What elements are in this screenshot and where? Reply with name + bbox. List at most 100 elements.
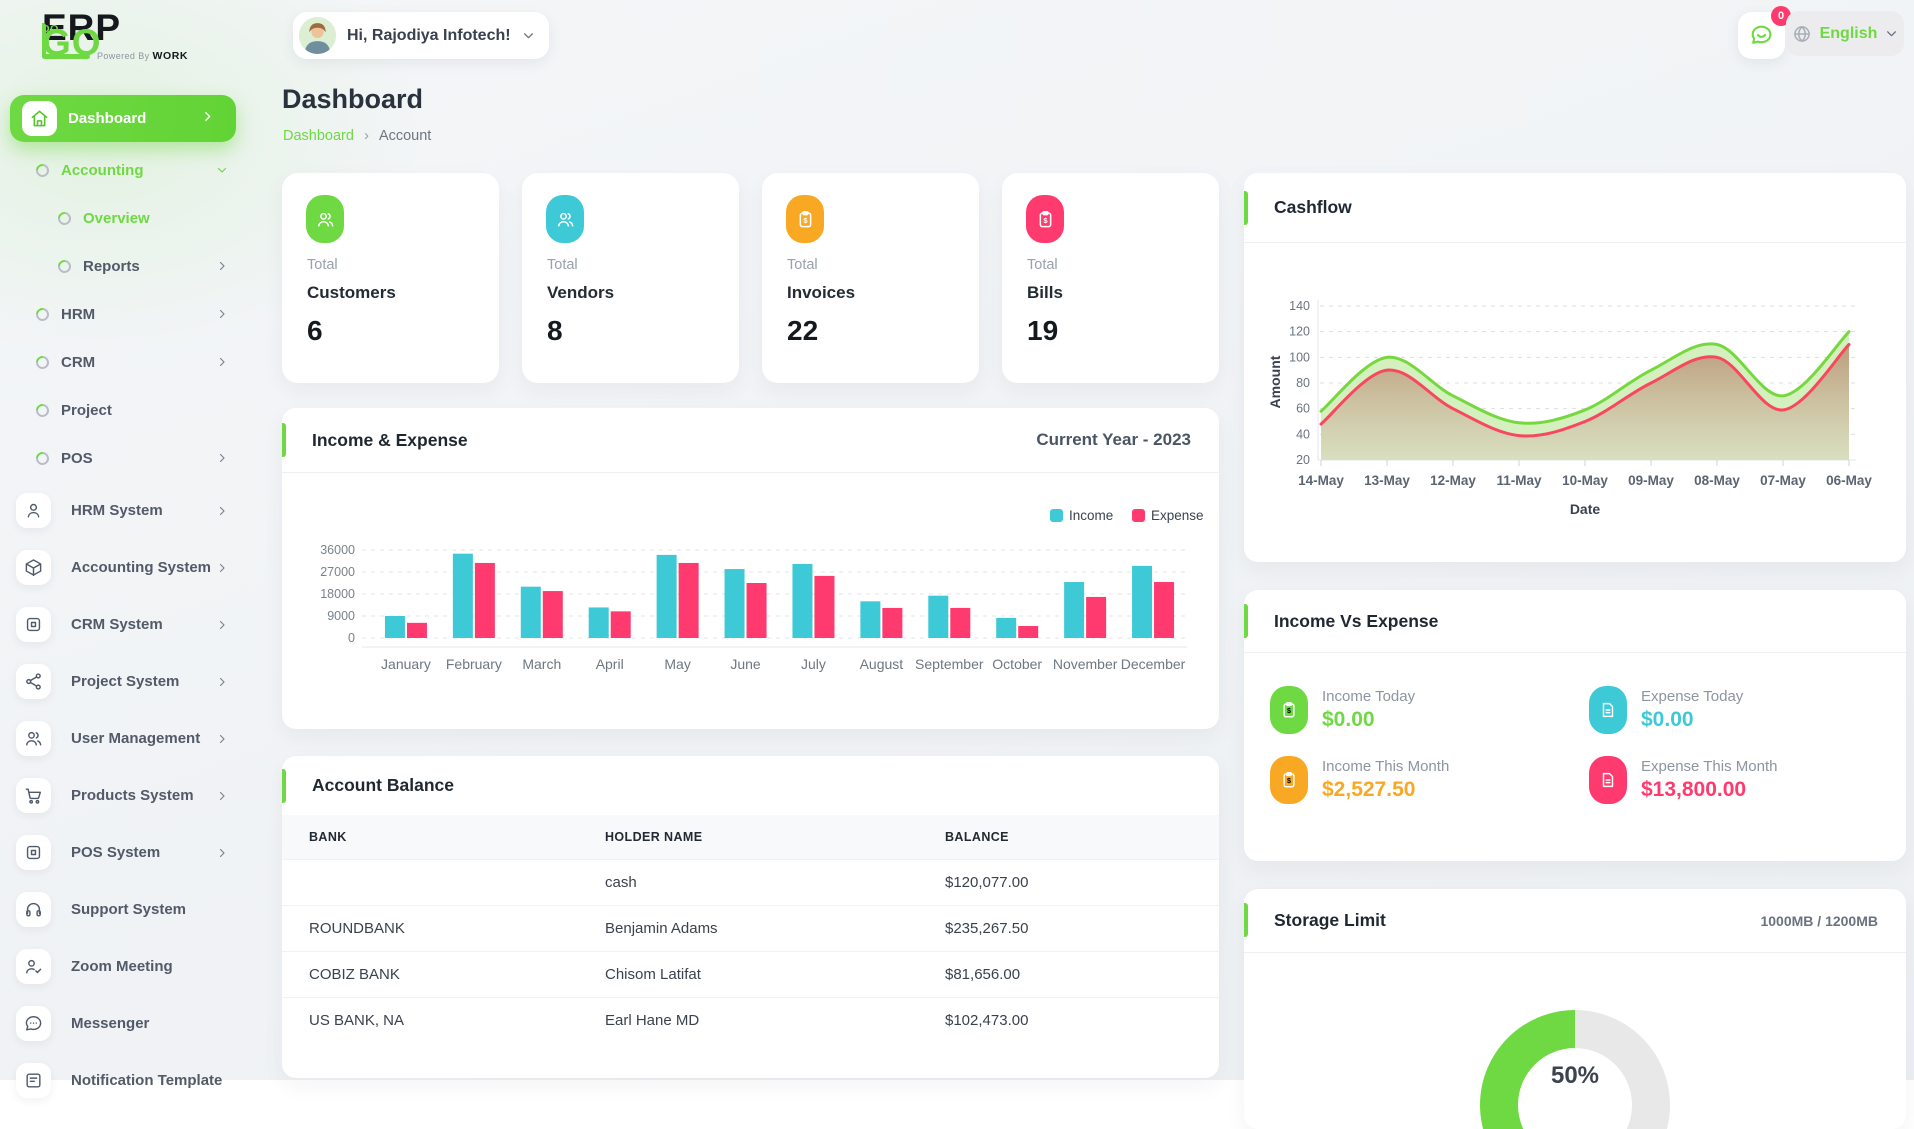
sidebar-item-dashboard[interactable]: Dashboard [10,95,236,142]
svg-text:80: 80 [1296,376,1310,390]
svg-text:February: February [446,656,502,672]
sidebar-item-pos-system[interactable]: POS System [10,824,236,881]
svg-text:$: $ [803,215,808,224]
chevron-right-icon [201,110,214,128]
chevron-right-icon [216,308,228,320]
sidebar-item-overview[interactable]: Overview [10,194,236,242]
svg-text:27000: 27000 [320,565,355,579]
sidebar-item-label: Accounting System [71,559,211,576]
svg-text:May: May [664,656,690,672]
card-accent-bar [1244,604,1248,638]
tile-value: $13,800.00 [1641,778,1777,802]
chevron-right-icon [216,562,228,574]
sidebar-item-label: Products System [71,787,194,804]
sidebar-item-label: CRM [61,354,95,371]
file-icon [1599,701,1617,719]
sidebar-item-hrm[interactable]: HRM [10,290,236,338]
svg-text:10-May: 10-May [1562,473,1608,488]
sidebar-item-accounting[interactable]: Accounting [10,146,236,194]
sidebar-item-user-management[interactable]: User Management [10,710,236,767]
sidebar-item-label: Overview [83,210,150,227]
storage-donut-chart: 50% [1480,1010,1670,1129]
clipdollar-icon-badge: $ [1026,195,1064,243]
sidebar-item-messenger[interactable]: Messenger [10,995,236,1052]
svg-text:07-May: 07-May [1760,473,1806,488]
sidebar-item-label: HRM [61,306,95,323]
stat-total-label: Total [547,257,578,273]
sidebar-item-label: Notification Template [71,1072,222,1089]
sidebar-item-support-system[interactable]: Support System [10,881,236,938]
sidebar-item-project[interactable]: Project [10,386,236,434]
tile-label: Income Today [1322,688,1415,705]
sidebar-item-label: Project System [71,673,179,690]
chevron-right-icon [216,676,228,688]
svg-text:April: April [596,656,624,672]
clipdollar-icon-badge: $ [786,195,824,243]
summary-tile-expense-today: Expense Today$0.00 [1589,686,1880,734]
stat-name: Vendors [547,283,614,303]
sidebar-item-label: HRM System [71,502,163,519]
users-icon-badge [306,195,344,243]
frame-icon [24,843,43,862]
sidebar-item-pos[interactable]: POS [10,434,236,482]
storage-limit-card: Storage Limit 1000MB / 1200MB 50% [1244,889,1906,1129]
legend-item-expense[interactable]: Expense [1132,508,1204,523]
donut-icon [33,449,51,467]
donut-icon [33,305,51,323]
chevron-right-icon [216,733,228,745]
cart-icon [24,786,43,805]
chat-smile-icon [1749,23,1774,48]
donut-icon [33,353,51,371]
sidebar-item-crm[interactable]: CRM [10,338,236,386]
powered-brand: WORK [152,50,188,62]
breadcrumb-dashboard-link[interactable]: Dashboard [283,128,354,144]
sidebar-item-products-system[interactable]: Products System [10,767,236,824]
sidebar-item-reports[interactable]: Reports [10,242,236,290]
sidebar-item-project-system[interactable]: Project System [10,653,236,710]
powered-brand-accent: DO [42,23,46,57]
svg-text:July: July [801,656,826,672]
sidebar-item-label: CRM System [71,616,163,633]
usercheck-icon [24,957,43,976]
powered-by-label: Powered By [97,51,150,61]
breadcrumb: Dashboard › Account [283,127,431,144]
user-menu[interactable]: Hi, Rajodiya Infotech! [293,12,549,59]
table-cell: Benjamin Adams [605,920,945,937]
file-icon-badge [1589,686,1627,734]
language-label: English [1820,25,1878,43]
table-cell: Earl Hane MD [605,1012,945,1029]
template-icon [24,1071,43,1090]
storage-limit-title: Storage Limit [1274,910,1386,931]
svg-text:September: September [915,656,984,672]
sidebar-item-hrm-system[interactable]: HRM System [10,482,236,539]
chat-tile [16,1006,51,1041]
donut-icon [55,209,73,227]
clipdollar-icon-badge: $ [1270,756,1308,804]
language-selector[interactable]: English [1786,11,1904,56]
clipdollar-icon-badge: $ [1270,686,1308,734]
legend-item-income[interactable]: Income [1050,508,1113,523]
file-icon-badge [1589,756,1627,804]
svg-text:12-May: 12-May [1430,473,1476,488]
sidebar-item-accounting-system[interactable]: Accounting System [10,539,236,596]
svg-text:08-May: 08-May [1694,473,1740,488]
svg-text:18000: 18000 [320,587,355,601]
messages-button[interactable]: 0 [1738,12,1785,59]
frame-tile [16,835,51,870]
user-tile [16,493,51,528]
home-tile [22,101,57,136]
chevron-right-icon [216,452,228,464]
donut-icon [33,161,51,179]
sidebar-item-zoom-meeting[interactable]: Zoom Meeting [10,938,236,995]
sidebar-item-notification-template[interactable]: Notification Template [10,1052,236,1109]
account-balance-title: Account Balance [312,775,454,796]
svg-text:$: $ [1287,777,1291,785]
sidebar-item-crm-system[interactable]: CRM System [10,596,236,653]
column-header: BALANCE [945,830,1192,844]
